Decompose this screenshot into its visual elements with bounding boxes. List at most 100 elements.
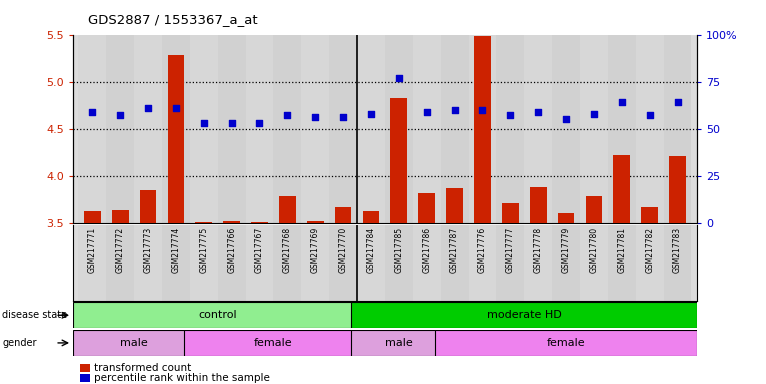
Bar <box>580 35 608 223</box>
Bar <box>223 221 240 223</box>
Bar <box>413 225 440 301</box>
Bar <box>357 225 385 301</box>
Text: GSM217785: GSM217785 <box>394 227 404 273</box>
Point <box>337 114 349 121</box>
Bar <box>246 35 273 223</box>
Bar <box>496 35 524 223</box>
Bar <box>530 187 547 223</box>
Point <box>504 113 516 119</box>
Text: female: female <box>547 338 585 348</box>
Bar <box>440 225 469 301</box>
Point <box>170 105 182 111</box>
Bar <box>641 207 658 223</box>
Bar <box>112 210 129 223</box>
Bar <box>251 222 268 223</box>
Bar <box>190 35 218 223</box>
Bar <box>663 35 692 223</box>
Point <box>393 75 405 81</box>
Bar <box>84 212 100 223</box>
Bar <box>134 35 162 223</box>
Bar <box>391 98 408 223</box>
Point <box>254 120 266 126</box>
Bar <box>663 225 692 301</box>
Bar <box>608 35 636 223</box>
Point <box>560 116 572 122</box>
Bar <box>168 55 185 223</box>
Point <box>142 105 154 111</box>
Bar <box>636 225 663 301</box>
Bar <box>335 207 352 223</box>
Text: GSM217781: GSM217781 <box>617 227 627 273</box>
Text: male: male <box>120 338 148 348</box>
Bar <box>558 214 574 223</box>
Point <box>643 113 656 119</box>
Text: GSM217787: GSM217787 <box>450 227 459 273</box>
Bar <box>185 330 362 356</box>
Bar <box>418 193 435 223</box>
Bar <box>447 188 463 223</box>
Bar <box>636 35 663 223</box>
Point <box>616 99 628 105</box>
Text: GDS2887 / 1553367_a_at: GDS2887 / 1553367_a_at <box>88 13 257 26</box>
Text: GSM217772: GSM217772 <box>116 227 125 273</box>
Bar <box>524 225 552 301</box>
Bar <box>307 221 323 223</box>
Text: control: control <box>198 310 237 320</box>
Text: percentile rank within the sample: percentile rank within the sample <box>94 373 270 383</box>
Bar <box>279 196 296 223</box>
Bar <box>246 225 273 301</box>
Bar <box>78 35 106 223</box>
Bar <box>106 225 134 301</box>
Text: GSM217779: GSM217779 <box>561 227 571 273</box>
Bar <box>585 196 602 223</box>
Bar <box>73 330 195 356</box>
Point <box>448 107 460 113</box>
Text: GSM217776: GSM217776 <box>478 227 487 273</box>
Point <box>114 113 126 119</box>
Point <box>532 109 545 115</box>
Text: GSM217768: GSM217768 <box>283 227 292 273</box>
Bar <box>301 225 329 301</box>
Point <box>281 113 293 119</box>
Bar <box>195 222 212 223</box>
Bar <box>524 35 552 223</box>
Point <box>588 111 600 117</box>
Point <box>365 111 377 117</box>
Bar <box>273 225 301 301</box>
Text: GSM217769: GSM217769 <box>311 227 319 273</box>
Text: GSM217770: GSM217770 <box>339 227 348 273</box>
Bar <box>469 35 496 223</box>
Text: male: male <box>385 338 413 348</box>
Text: GSM217771: GSM217771 <box>88 227 97 273</box>
Bar <box>273 35 301 223</box>
Bar <box>218 225 246 301</box>
Bar <box>329 225 357 301</box>
Bar <box>362 212 379 223</box>
Bar <box>162 35 190 223</box>
Point <box>672 99 684 105</box>
Point <box>309 114 322 121</box>
Text: GSM217780: GSM217780 <box>590 227 598 273</box>
Text: moderate HD: moderate HD <box>487 310 561 320</box>
Bar <box>552 225 580 301</box>
Bar <box>352 330 447 356</box>
Text: disease state: disease state <box>2 310 67 320</box>
Point <box>86 109 98 115</box>
Text: GSM217783: GSM217783 <box>673 227 682 273</box>
Bar <box>614 155 630 223</box>
Text: GSM217767: GSM217767 <box>255 227 264 273</box>
Point <box>421 109 433 115</box>
Text: GSM217782: GSM217782 <box>645 227 654 273</box>
Text: gender: gender <box>2 338 37 348</box>
Point <box>476 107 489 113</box>
Text: female: female <box>254 338 293 348</box>
Bar <box>78 225 106 301</box>
Bar <box>218 35 246 223</box>
Point <box>198 120 210 126</box>
Text: transformed count: transformed count <box>94 363 192 373</box>
Bar <box>352 302 697 328</box>
Bar <box>502 203 519 223</box>
Bar <box>190 225 218 301</box>
Bar <box>134 225 162 301</box>
Text: GSM217775: GSM217775 <box>199 227 208 273</box>
